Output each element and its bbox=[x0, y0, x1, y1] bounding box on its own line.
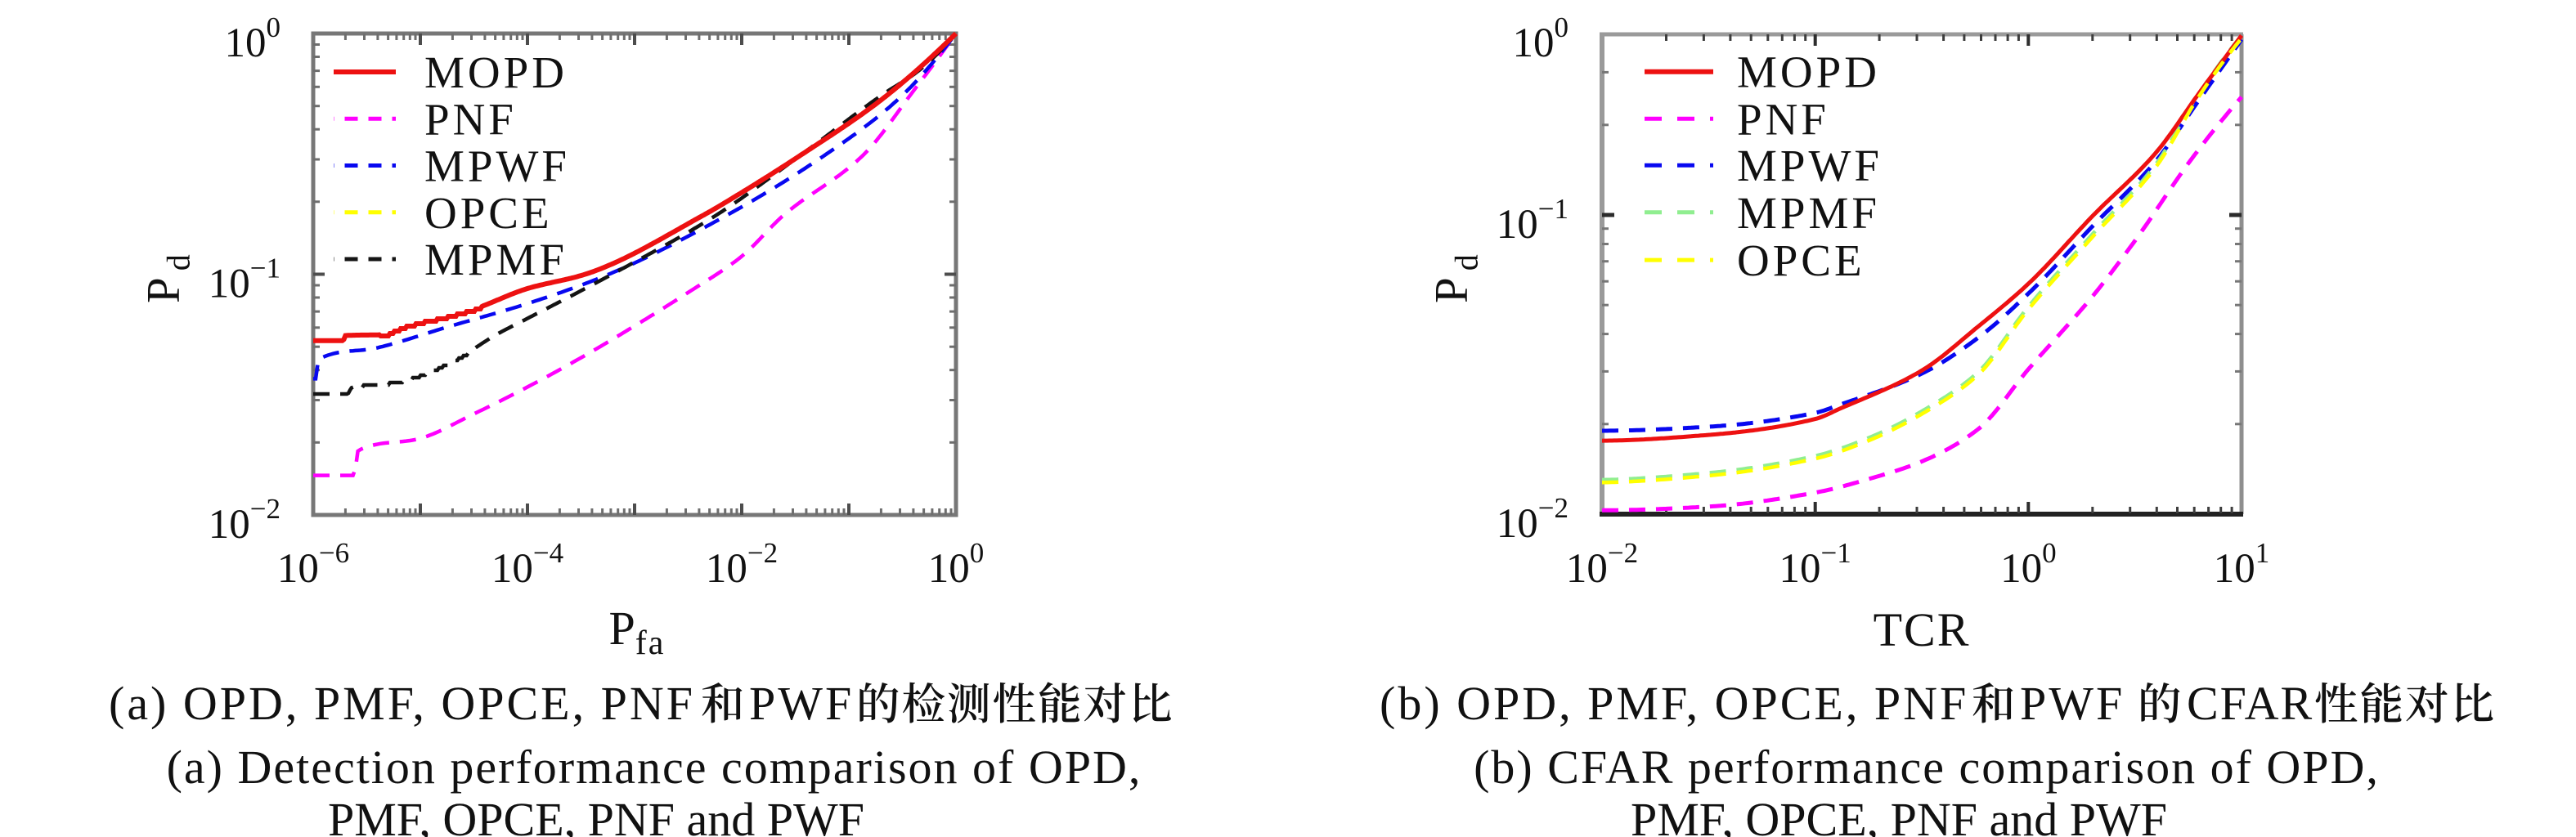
svg-text:(a) OPD, PMF, OPCE, PNF: (a) OPD, PMF, OPCE, PNF bbox=[109, 677, 695, 730]
svg-text:MPMF: MPMF bbox=[1737, 188, 1880, 238]
svg-text:MOPD: MOPD bbox=[1737, 47, 1880, 97]
svg-text:10−1: 10−1 bbox=[1497, 193, 1568, 248]
svg-text:10−2: 10−2 bbox=[1566, 537, 1638, 592]
svg-text:PNF: PNF bbox=[1737, 94, 1829, 144]
svg-text:MPMF: MPMF bbox=[424, 235, 568, 284]
svg-text:OPCE: OPCE bbox=[424, 188, 553, 238]
svg-text:CFAR: CFAR bbox=[2187, 677, 2313, 730]
svg-text:MPWF: MPWF bbox=[1737, 141, 1883, 190]
svg-text:TCR: TCR bbox=[1874, 603, 1971, 656]
svg-text:PMF, OPCE, PNF and PWF: PMF, OPCE, PNF and PWF bbox=[1631, 793, 2167, 837]
svg-text:10−4: 10−4 bbox=[491, 537, 563, 592]
svg-text:PWF: PWF bbox=[749, 677, 854, 730]
svg-text:MOPD: MOPD bbox=[424, 47, 568, 97]
svg-text:OPCE: OPCE bbox=[1737, 235, 1865, 285]
svg-text:(b) OPD, PMF, OPCE, PNF: (b) OPD, PMF, OPCE, PNF bbox=[1380, 677, 1968, 730]
svg-text:PMF, OPCE, PNF and PWF: PMF, OPCE, PNF and PWF bbox=[328, 793, 864, 837]
svg-text:(b) CFAR performance compariso: (b) CFAR performance comparison of OPD, bbox=[1474, 741, 2380, 794]
svg-text:(a) Detection performance comp: (a) Detection performance comparison of … bbox=[167, 741, 1142, 794]
svg-text:PWF: PWF bbox=[2020, 677, 2125, 730]
svg-text:PNF: PNF bbox=[424, 94, 517, 144]
svg-text:10−2: 10−2 bbox=[706, 537, 778, 592]
svg-text:MPWF: MPWF bbox=[424, 141, 570, 191]
